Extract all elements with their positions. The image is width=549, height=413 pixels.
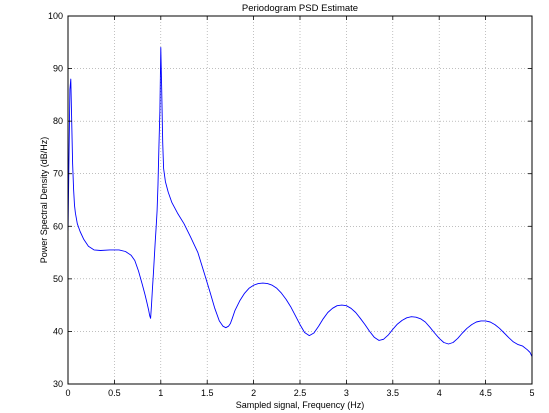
x-tick-label: 0.5 bbox=[108, 388, 121, 398]
y-tick-label: 60 bbox=[53, 221, 63, 231]
y-tick-label: 70 bbox=[53, 169, 63, 179]
y-tick-label: 90 bbox=[53, 64, 63, 74]
x-tick-label: 2.5 bbox=[294, 388, 307, 398]
y-tick-labels: 30 40 50 60 70 80 90 100 bbox=[48, 11, 63, 389]
x-tick-label: 4 bbox=[437, 388, 442, 398]
x-tick-label: 1.5 bbox=[201, 388, 214, 398]
y-tick-label: 50 bbox=[53, 274, 63, 284]
x-tick-label: 4.5 bbox=[479, 388, 492, 398]
x-tick-label: 1 bbox=[158, 388, 163, 398]
y-tick-label: 80 bbox=[53, 116, 63, 126]
x-tick-label: 2 bbox=[251, 388, 256, 398]
x-tick-label: 3.5 bbox=[387, 388, 400, 398]
x-tick-labels: 0 0.5 1 1.5 2 2.5 3 3.5 4 4.5 5 bbox=[65, 388, 534, 398]
x-tick-label: 5 bbox=[529, 388, 534, 398]
y-tick-label: 100 bbox=[48, 11, 63, 21]
x-tick-label: 0 bbox=[65, 388, 70, 398]
x-tick-label: 3 bbox=[344, 388, 349, 398]
y-tick-label: 30 bbox=[53, 379, 63, 389]
series-layer bbox=[67, 47, 533, 357]
y-axis-label: Power Spectral Density (dB/Hz) bbox=[39, 137, 49, 264]
x-axis-label: Sampled signal, Frequency (Hz) bbox=[236, 400, 365, 410]
chart-title: Periodogram PSD Estimate bbox=[242, 3, 358, 14]
tick-marks bbox=[67, 15, 533, 385]
psd-series-line bbox=[67, 47, 533, 357]
grid-lines bbox=[68, 16, 532, 384]
y-tick-label: 40 bbox=[53, 326, 63, 336]
